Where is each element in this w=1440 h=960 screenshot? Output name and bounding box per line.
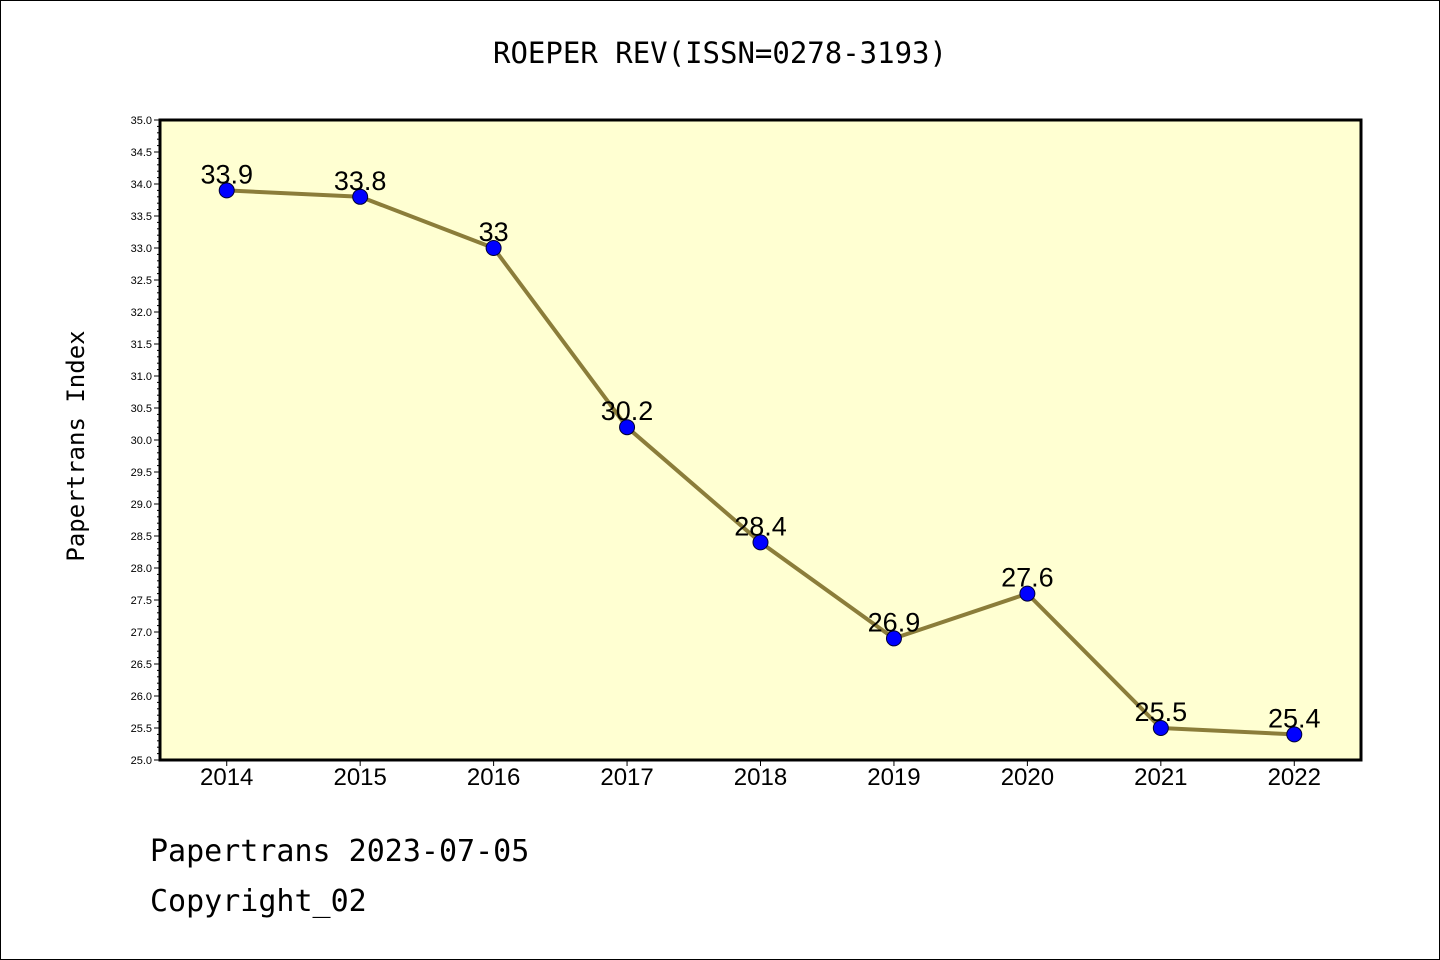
data-point bbox=[619, 419, 636, 436]
y-tick-label: 30.5 bbox=[131, 403, 152, 415]
y-tick-label: 27.0 bbox=[131, 627, 152, 639]
y-tick-label: 33.5 bbox=[131, 211, 152, 223]
footer-copyright: Copyright_02 bbox=[150, 884, 367, 919]
y-tick-label: 25.0 bbox=[131, 755, 152, 767]
data-label: 33.8 bbox=[334, 166, 387, 196]
data-point bbox=[885, 630, 902, 647]
y-tick-label: 29.0 bbox=[131, 499, 152, 511]
x-tick-label: 2014 bbox=[200, 764, 253, 791]
x-tick-label: 2018 bbox=[734, 764, 787, 791]
data-point bbox=[1286, 726, 1303, 743]
data-point bbox=[352, 188, 369, 205]
y-tick-label: 34.0 bbox=[131, 179, 152, 191]
chart-title: ROEPER REV(ISSN=0278-3193) bbox=[493, 36, 947, 70]
data-label: 26.9 bbox=[868, 607, 921, 637]
x-tick-label: 2020 bbox=[1001, 764, 1054, 791]
y-axis-ticks: 25.0 25.5 26.0 26.5 27.0 27.5 28.0 28.5 29.0 29.5… bbox=[131, 115, 160, 767]
data-labels: 33.9 33.8 33 30.2 28.4 26.9 27.6 25.5 25.4 bbox=[200, 159, 1320, 733]
data-point bbox=[218, 182, 235, 199]
x-tick-label: 2019 bbox=[867, 764, 920, 791]
y-tick-label: 28.0 bbox=[131, 563, 152, 575]
x-tick-label: 2017 bbox=[600, 764, 653, 791]
plot-border bbox=[158, 118, 1363, 762]
y-tick-label: 33.0 bbox=[131, 243, 152, 255]
y-tick-label: 31.0 bbox=[131, 371, 152, 383]
y-tick-label: 26.0 bbox=[131, 691, 152, 703]
x-tick-label: 2021 bbox=[1134, 764, 1187, 791]
y-tick-label: 27.5 bbox=[131, 595, 152, 607]
plot-area bbox=[160, 120, 1361, 760]
data-point bbox=[752, 534, 769, 551]
x-tick-label: 2016 bbox=[467, 764, 520, 791]
y-tick-label: 34.5 bbox=[131, 147, 152, 159]
data-point bbox=[1152, 720, 1169, 736]
data-point bbox=[485, 240, 502, 256]
data-label: 25.5 bbox=[1135, 697, 1188, 727]
y-tick-label: 35.0 bbox=[131, 115, 152, 127]
y-tick-label: 26.5 bbox=[131, 659, 152, 671]
footer-date: Papertrans 2023-07-05 bbox=[150, 834, 530, 869]
x-axis-ticks: 2014 2015 2016 2017 2018 2019 2020 2021 2022 bbox=[200, 760, 1321, 791]
y-tick-label: 28.5 bbox=[131, 531, 152, 543]
data-label: 30.2 bbox=[601, 396, 654, 426]
y-tick-label: 25.5 bbox=[131, 723, 152, 735]
x-tick-label: 2022 bbox=[1268, 764, 1321, 791]
y-tick-label: 29.5 bbox=[131, 467, 152, 479]
y-tick-label: 31.5 bbox=[131, 339, 152, 351]
data-label: 33 bbox=[479, 217, 509, 247]
data-label: 28.4 bbox=[734, 511, 787, 541]
y-tick-label: 32.0 bbox=[131, 307, 152, 319]
y-tick-label: 32.5 bbox=[131, 275, 152, 287]
data-label: 27.6 bbox=[1001, 563, 1054, 593]
data-points bbox=[218, 182, 1303, 743]
data-label: 25.4 bbox=[1268, 703, 1321, 733]
data-point bbox=[1019, 585, 1036, 602]
y-tick-label: 30.0 bbox=[131, 435, 152, 447]
data-label: 33.9 bbox=[200, 159, 253, 189]
x-tick-label: 2015 bbox=[333, 764, 386, 791]
